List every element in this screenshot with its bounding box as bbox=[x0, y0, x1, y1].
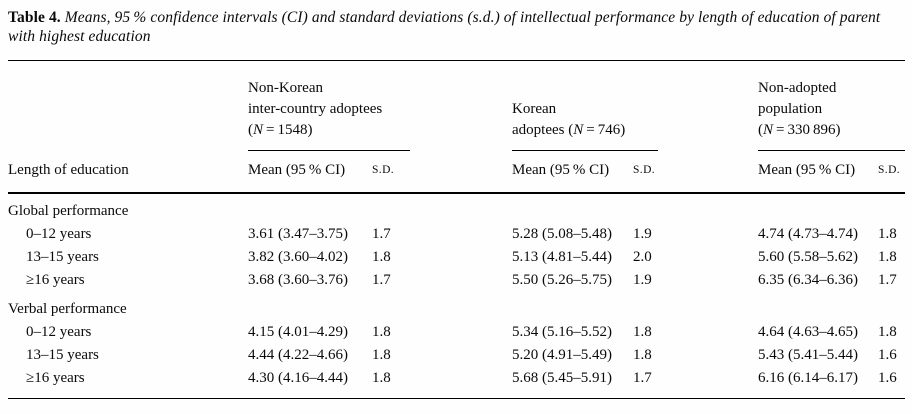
group-sample-size: adoptees (N = 746) bbox=[512, 122, 626, 138]
table-caption: Table 4. Means, 95 % confidence interval… bbox=[8, 8, 905, 46]
sd-value: 1.8 bbox=[633, 324, 652, 340]
sd-value: 1.7 bbox=[372, 272, 391, 288]
table-row: 0–12 years 3.61 (3.47–3.75) 1.7 5.28 (5.… bbox=[8, 223, 905, 246]
spanner-rule bbox=[512, 150, 659, 151]
section-title: Global performance bbox=[8, 203, 129, 219]
sd-value: 1.7 bbox=[878, 272, 897, 288]
sd-value: 1.7 bbox=[633, 370, 652, 386]
group-line: Non-Korean bbox=[248, 80, 323, 96]
spanner-rule bbox=[248, 150, 410, 151]
table-row: ≥16 years 4.30 (4.16–4.44) 1.8 5.68 (5.4… bbox=[8, 367, 905, 399]
sd-value: 1.8 bbox=[372, 370, 391, 386]
group-header-non-adopted-population: Non-adopted population (N = 330 896) bbox=[758, 61, 905, 151]
mean-ci-value: 5.20 (4.91–5.49) bbox=[512, 347, 613, 363]
n-symbol: N bbox=[763, 122, 774, 138]
row-header-title: Length of education bbox=[8, 151, 248, 194]
sd-value: 1.7 bbox=[372, 226, 391, 242]
row-label: 0–12 years bbox=[26, 324, 92, 340]
mean-ci-value: 5.68 (5.45–5.91) bbox=[512, 370, 613, 386]
mean-ci-value: 4.64 (4.63–4.65) bbox=[758, 324, 859, 340]
column-header-row: Length of education Mean (95 % CI) S.D. … bbox=[8, 151, 906, 194]
row-label: ≥16 years bbox=[26, 370, 85, 386]
sd-value: 2.0 bbox=[633, 249, 652, 265]
group-header-korean-adoptees: Korean adoptees (N = 746) bbox=[512, 61, 758, 151]
mean-ci-value: 3.82 (3.60–4.02) bbox=[248, 249, 348, 265]
row-label: 13–15 years bbox=[26, 249, 99, 265]
group-sample-size: (N = 1548) bbox=[248, 122, 313, 138]
row-label: ≥16 years bbox=[26, 272, 85, 288]
section-title: Verbal performance bbox=[8, 301, 127, 317]
sd-value: 1.8 bbox=[372, 324, 391, 340]
group-sample-size: (N = 330 896) bbox=[758, 122, 841, 138]
sd-header: S.D. bbox=[878, 151, 906, 194]
sd-value: 1.8 bbox=[633, 347, 652, 363]
row-label: 13–15 years bbox=[26, 347, 99, 363]
mean-ci-value: 5.34 (5.16–5.52) bbox=[512, 324, 613, 340]
mean-ci-value: 5.28 (5.08–5.48) bbox=[512, 226, 613, 242]
mean-ci-value: 6.16 (6.14–6.17) bbox=[758, 370, 859, 386]
table-row: 13–15 years 3.82 (3.60–4.02) 1.8 5.13 (4… bbox=[8, 246, 905, 269]
mean-ci-value: 5.60 (5.58–5.62) bbox=[758, 249, 859, 265]
group-header-row: Non-Korean inter-country adoptees (N = 1… bbox=[8, 61, 905, 151]
mean-ci-value: 4.15 (4.01–4.29) bbox=[248, 324, 348, 340]
page: Table 4. Means, 95 % confidence interval… bbox=[8, 8, 906, 399]
group-line: inter-country adoptees bbox=[248, 101, 383, 117]
group-header-non-korean-adoptees: Non-Korean inter-country adoptees (N = 1… bbox=[248, 61, 512, 151]
spanner-rule-row bbox=[8, 150, 906, 151]
group-line: population bbox=[758, 101, 823, 117]
table-caption-number: Table 4. bbox=[8, 9, 61, 26]
table-row: 13–15 years 4.44 (4.22–4.66) 1.8 5.20 (4… bbox=[8, 344, 905, 367]
mean-ci-value: 3.61 (3.47–3.75) bbox=[248, 226, 348, 242]
sd-value: 1.8 bbox=[878, 249, 897, 265]
sd-value: 1.8 bbox=[372, 347, 391, 363]
mean-ci-value: 4.74 (4.73–4.74) bbox=[758, 226, 859, 242]
table-row: ≥16 years 3.68 (3.60–3.76) 1.7 5.50 (5.2… bbox=[8, 269, 905, 292]
mean-ci-value: 4.44 (4.22–4.66) bbox=[248, 347, 348, 363]
table-row: 0–12 years 4.15 (4.01–4.29) 1.8 5.34 (5.… bbox=[8, 321, 905, 344]
mean-ci-value: 5.50 (5.26–5.75) bbox=[512, 272, 613, 288]
sd-value: 1.8 bbox=[878, 226, 897, 242]
sd-value: 1.6 bbox=[878, 370, 897, 386]
mean-ci-value: 6.35 (6.34–6.36) bbox=[758, 272, 859, 288]
section-row-global-performance: Global performance bbox=[8, 193, 905, 223]
sd-value: 1.9 bbox=[633, 272, 652, 288]
mean-ci-value: 5.43 (5.41–5.44) bbox=[758, 347, 859, 363]
mean-ci-header: Mean (95 % CI) bbox=[512, 151, 634, 194]
row-label: 0–12 years bbox=[26, 226, 92, 242]
mean-ci-header: Mean (95 % CI) bbox=[758, 151, 879, 194]
mean-ci-value: 3.68 (3.60–3.76) bbox=[248, 272, 348, 288]
sd-header: S.D. bbox=[372, 151, 513, 194]
table-caption-text: Means, 95 % confidence intervals (CI) an… bbox=[8, 9, 881, 45]
sd-header: S.D. bbox=[633, 151, 759, 194]
n-symbol: N bbox=[253, 122, 264, 138]
sd-value: 1.6 bbox=[878, 347, 897, 363]
sd-value: 1.9 bbox=[633, 226, 652, 242]
section-row-verbal-performance: Verbal performance bbox=[8, 292, 905, 321]
group-header-spacer bbox=[8, 61, 248, 151]
n-symbol: N bbox=[573, 122, 584, 138]
spanner-rule bbox=[758, 150, 906, 151]
mean-ci-header: Mean (95 % CI) bbox=[248, 151, 372, 194]
mean-ci-value: 4.30 (4.16–4.44) bbox=[248, 370, 348, 386]
mean-ci-value: 5.13 (4.81–5.44) bbox=[512, 249, 613, 265]
results-table: Non-Korean inter-country adoptees (N = 1… bbox=[8, 60, 906, 399]
group-line: Non-adopted bbox=[758, 80, 837, 96]
sd-value: 1.8 bbox=[372, 249, 391, 265]
group-line: Korean bbox=[512, 101, 557, 117]
sd-value: 1.8 bbox=[878, 324, 897, 340]
